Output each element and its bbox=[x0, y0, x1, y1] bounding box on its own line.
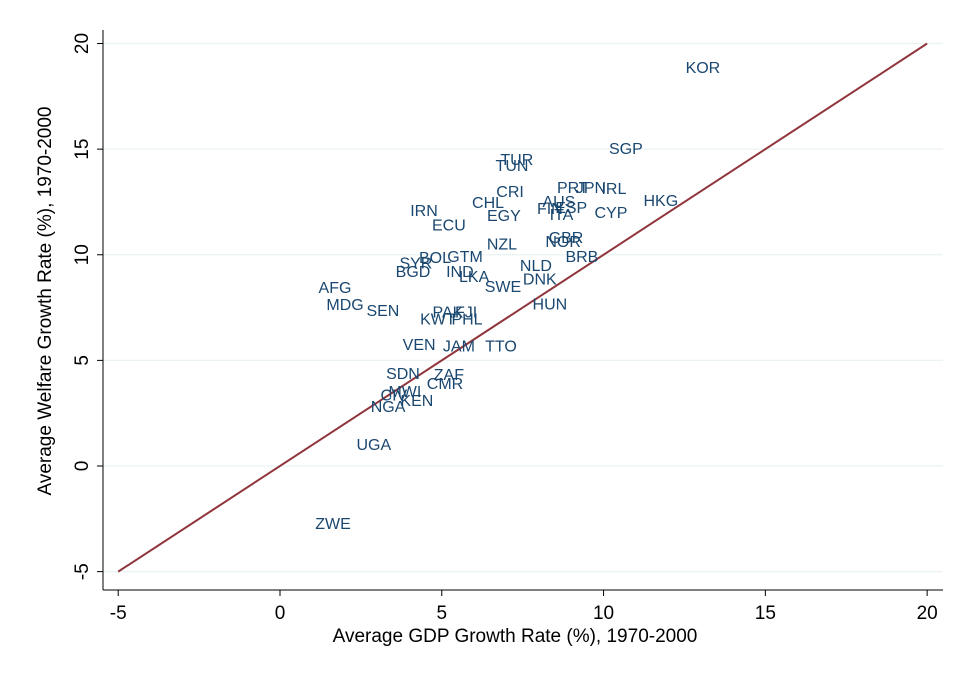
point-label: IRL bbox=[601, 181, 626, 198]
point-label: KOR bbox=[686, 60, 721, 77]
point-label: IRN bbox=[410, 203, 438, 220]
y-tick-label: -5 bbox=[72, 563, 93, 580]
point-label: ESP bbox=[555, 200, 587, 217]
point-label: AUS bbox=[542, 194, 575, 211]
point-label: CRI bbox=[496, 184, 524, 201]
y-tick-label: 10 bbox=[72, 244, 93, 265]
reference-line bbox=[117, 42, 928, 573]
point-label: JPN bbox=[576, 180, 606, 197]
point-label: GTM bbox=[447, 249, 483, 266]
point-label: DNK bbox=[523, 271, 557, 288]
point-label: ECU bbox=[432, 217, 466, 234]
x-tick-label: 10 bbox=[593, 603, 614, 624]
y-tick-label: 5 bbox=[72, 355, 93, 366]
point-label: KWT bbox=[420, 311, 456, 328]
y-tick-label: 15 bbox=[72, 139, 93, 160]
y-tick-label: 20 bbox=[72, 33, 93, 54]
point-label: CHL bbox=[472, 195, 504, 212]
point-label: NGA bbox=[371, 399, 406, 416]
point-label: HUN bbox=[533, 296, 568, 313]
point-label: UGA bbox=[356, 437, 391, 454]
y-axis-title: Average Welfare Growth Rate (%), 1970-20… bbox=[35, 107, 56, 496]
point-label: EGY bbox=[487, 208, 521, 225]
x-tick-label: 20 bbox=[917, 603, 938, 624]
point-label: JAM bbox=[443, 338, 475, 355]
point-label: NOR bbox=[545, 234, 581, 251]
point-label: AFG bbox=[319, 280, 352, 297]
point-label: BGD bbox=[396, 264, 431, 281]
point-label: ZWE bbox=[315, 516, 351, 533]
point-label: PAK bbox=[433, 304, 464, 321]
point-label: FIN bbox=[537, 201, 563, 218]
point-label: FJI bbox=[455, 304, 477, 321]
point-label: HKG bbox=[644, 193, 679, 210]
x-tick-label: -5 bbox=[110, 603, 127, 624]
x-tick-label: 15 bbox=[755, 603, 776, 624]
x-tick-label: 0 bbox=[275, 603, 286, 624]
point-label: BOL bbox=[419, 250, 451, 267]
point-label: KEN bbox=[400, 393, 433, 410]
point-label: SEN bbox=[366, 303, 399, 320]
point-label: TUN bbox=[496, 158, 529, 175]
point-label: SDN bbox=[386, 366, 420, 383]
point-label: MDG bbox=[326, 297, 363, 314]
point-label: SGP bbox=[609, 141, 643, 158]
point-label: CYP bbox=[595, 205, 628, 222]
point-label: IND bbox=[446, 264, 474, 281]
point-label: CMR bbox=[427, 376, 463, 393]
point-label: MWI bbox=[388, 384, 421, 401]
point-label: PHL bbox=[451, 311, 482, 328]
point-label: NZL bbox=[487, 236, 517, 253]
point-label: VEN bbox=[403, 337, 436, 354]
x-axis-title: Average GDP Growth Rate (%), 1970-2000 bbox=[333, 626, 698, 647]
point-label: GBR bbox=[549, 230, 584, 247]
point-label: ZAF bbox=[434, 367, 464, 384]
point-label: NLD bbox=[520, 258, 552, 275]
point-label: TUR bbox=[500, 152, 533, 169]
point-label: ITA bbox=[550, 207, 574, 224]
point-label: LKA bbox=[459, 269, 490, 286]
point-label: SYR bbox=[399, 255, 432, 272]
point-label: SWE bbox=[485, 279, 521, 296]
y-tick-label: 0 bbox=[72, 461, 93, 472]
point-label: CIV bbox=[381, 387, 408, 404]
point-label: PRT bbox=[557, 180, 589, 197]
point-label: TTO bbox=[485, 338, 517, 355]
point-label: BRB bbox=[565, 249, 598, 266]
x-tick-label: 5 bbox=[436, 603, 447, 624]
